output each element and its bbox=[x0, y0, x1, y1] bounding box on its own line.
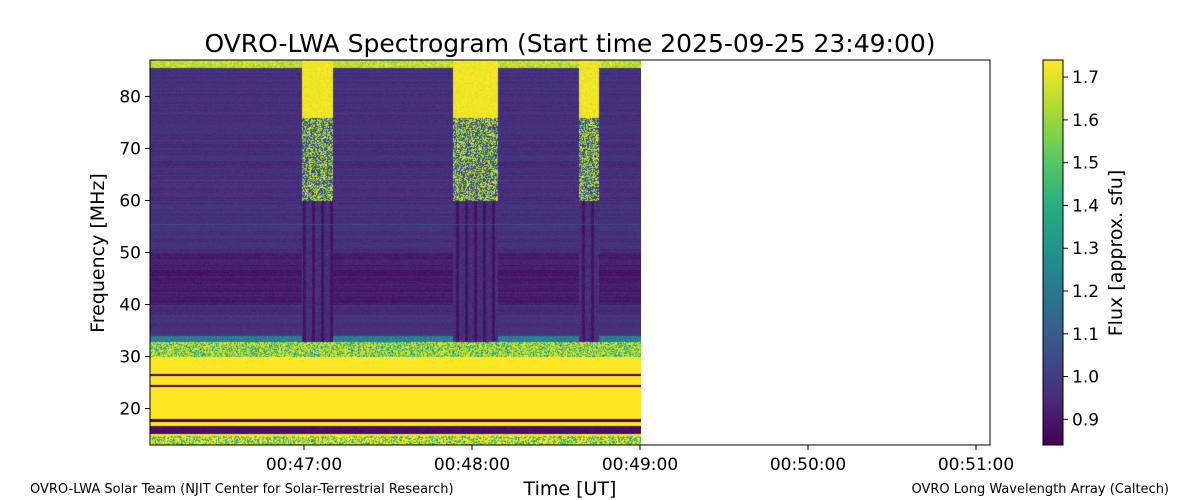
colorbar: 0.9 1.0 1.1 1.2 1.3 1.4 1.5 1.6 1.7 Flux [approx… bbox=[1042, 59, 1127, 446]
y-axis-label: Frequency [MHz] bbox=[87, 173, 109, 333]
colorbar-tick-label: 1.3 bbox=[1072, 239, 1099, 259]
credit-right: OVRO Long Wavelength Array (Caltech) bbox=[911, 482, 1169, 497]
y-axis: 20 30 40 50 60 70 80 bbox=[119, 87, 150, 420]
colorbar-tick-label: 1.0 bbox=[1072, 368, 1099, 388]
colorbar-tick-label: 1.6 bbox=[1072, 111, 1099, 131]
y-tick-label: 60 bbox=[119, 191, 141, 211]
y-tick-label: 50 bbox=[119, 244, 141, 264]
plot-area bbox=[149, 59, 991, 446]
colorbar-label: Flux [approx. sfu] bbox=[1105, 170, 1127, 337]
x-tick-label: 00:51:00 bbox=[938, 455, 1014, 475]
credit-left: OVRO-LWA Solar Team (NJIT Center for Sol… bbox=[30, 482, 454, 497]
x-tick-label: 00:47:00 bbox=[266, 455, 342, 475]
colorbar-tick-label: 1.7 bbox=[1072, 68, 1099, 88]
colorbar-tick-label: 1.5 bbox=[1072, 154, 1099, 174]
x-axis-label: Time [UT] bbox=[523, 478, 617, 500]
y-tick-label: 20 bbox=[119, 400, 141, 420]
x-tick-label: 00:48:00 bbox=[434, 455, 510, 475]
x-tick-label: 00:50:00 bbox=[770, 455, 846, 475]
chart-title: OVRO-LWA Spectrogram (Start time 2025-09… bbox=[204, 29, 935, 58]
colorbar-gradient bbox=[1042, 59, 1064, 446]
y-tick-label: 40 bbox=[119, 296, 141, 316]
y-tick-label: 80 bbox=[119, 87, 141, 107]
colorbar-tick-label: 1.4 bbox=[1072, 196, 1099, 216]
colorbar-tick-label: 0.9 bbox=[1072, 410, 1099, 430]
colorbar-ticks: 0.9 1.0 1.1 1.2 1.3 1.4 1.5 1.6 1.7 bbox=[1063, 68, 1099, 430]
x-axis: 00:47:00 00:48:00 00:49:00 00:50:00 00:51:00 bbox=[266, 445, 1014, 475]
y-tick-label: 30 bbox=[119, 348, 141, 368]
spectrogram-image bbox=[150, 60, 641, 445]
x-tick-label: 00:49:00 bbox=[602, 455, 678, 475]
colorbar-tick-label: 1.2 bbox=[1072, 282, 1099, 302]
y-tick-label: 70 bbox=[119, 139, 141, 159]
colorbar-tick-label: 1.1 bbox=[1072, 325, 1099, 345]
